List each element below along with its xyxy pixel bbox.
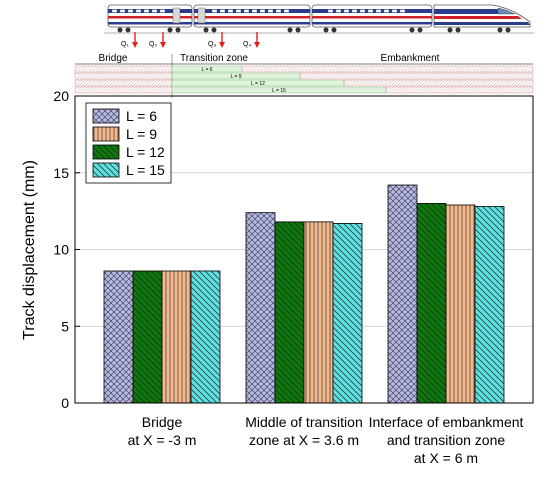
y-axis: 0 5 10 15 20 bbox=[53, 88, 80, 411]
train-illustration bbox=[104, 4, 534, 34]
bar-pattern bbox=[445, 204, 476, 404]
bar-pattern bbox=[387, 184, 418, 404]
load-arrow-3: Q₃ bbox=[208, 32, 225, 48]
length-label-6: L = 6 bbox=[201, 67, 212, 73]
bar bbox=[103, 270, 134, 404]
length-label-12: L = 12 bbox=[251, 81, 265, 87]
train-car-3 bbox=[311, 4, 433, 33]
bar bbox=[416, 203, 447, 404]
load-arrow-2: Q₂ bbox=[149, 32, 166, 48]
bar bbox=[245, 212, 276, 404]
bar bbox=[190, 270, 221, 404]
train-car-1 bbox=[107, 4, 193, 33]
y-tick-label: 20 bbox=[53, 88, 69, 104]
bar-pattern bbox=[332, 223, 363, 404]
length-strip-9: L = 9 bbox=[74, 72, 534, 80]
bar bbox=[474, 206, 505, 404]
chart: 0 5 10 15 20 Bridge at X = -3 m Middle of tran… bbox=[21, 88, 534, 466]
legend-label: L = 15 bbox=[126, 162, 165, 178]
x-tick-label: Interface of embankment bbox=[369, 414, 524, 430]
bar-pattern bbox=[474, 206, 505, 404]
bar bbox=[303, 221, 334, 404]
load-label-4: Q₄ bbox=[243, 41, 251, 48]
length-strip-6: L = 6 bbox=[74, 65, 534, 73]
bar-pattern bbox=[274, 221, 305, 404]
load-label-3: Q₃ bbox=[208, 41, 216, 48]
length-strip-15: L = 15 bbox=[74, 86, 534, 94]
length-label-15: L = 15 bbox=[272, 88, 286, 94]
x-tick-label: Middle of transition bbox=[245, 414, 363, 430]
legend-swatch bbox=[92, 144, 120, 160]
bar-pattern bbox=[190, 270, 221, 404]
legend-swatch bbox=[92, 126, 120, 142]
x-axis: Bridge at X = -3 m Middle of transition zon… bbox=[128, 414, 524, 466]
length-label-9: L = 9 bbox=[230, 74, 241, 80]
y-tick-label: 5 bbox=[61, 318, 69, 334]
length-strips: L = 6 L = 9 L = 12 L = 15 bbox=[74, 65, 534, 94]
x-tick-label: at X = 6 m bbox=[414, 450, 478, 466]
bar bbox=[445, 204, 476, 404]
load-arrow-4: Q₄ bbox=[243, 32, 260, 48]
bar bbox=[274, 221, 305, 404]
train-car-2 bbox=[193, 4, 311, 33]
length-strip-12: L = 12 bbox=[74, 79, 534, 87]
legend-swatch bbox=[92, 108, 120, 124]
legend-label: L = 9 bbox=[126, 126, 157, 142]
legend: L = 6 L = 9 L = 12 L = 15 bbox=[85, 102, 172, 184]
bar bbox=[132, 270, 163, 404]
bar bbox=[332, 223, 363, 404]
bar bbox=[161, 270, 192, 404]
load-arrows: Q₁ Q₂ Q₃ Q₄ bbox=[121, 32, 260, 48]
y-axis-label: Track displacement (mm) bbox=[21, 160, 38, 340]
x-tick-label: at X = -3 m bbox=[128, 432, 197, 448]
bar-pattern bbox=[132, 270, 163, 404]
zone-label-bridge: Bridge bbox=[99, 53, 128, 64]
x-tick-label: and transition zone bbox=[387, 432, 506, 448]
train-locomotive bbox=[433, 4, 531, 33]
load-label-2: Q₂ bbox=[149, 41, 157, 48]
bars bbox=[103, 184, 505, 404]
y-tick-label: 0 bbox=[61, 395, 69, 411]
x-tick-label: zone at X = 3.6 m bbox=[249, 432, 359, 448]
x-tick-label: Bridge bbox=[142, 414, 183, 430]
bar-pattern bbox=[103, 270, 134, 404]
legend-swatch bbox=[92, 162, 120, 178]
legend-label: L = 6 bbox=[126, 108, 157, 124]
bar-pattern bbox=[303, 221, 334, 404]
y-tick-label: 15 bbox=[53, 165, 69, 181]
load-arrow-1: Q₁ bbox=[121, 32, 138, 48]
zone-label-embankment: Embankment bbox=[381, 53, 440, 64]
zone-label-transition: Transition zone bbox=[180, 53, 248, 64]
bar-pattern bbox=[245, 212, 276, 404]
bar-pattern bbox=[161, 270, 192, 404]
load-label-1: Q₁ bbox=[121, 41, 129, 48]
bar-pattern bbox=[416, 203, 447, 404]
legend-label: L = 12 bbox=[126, 144, 165, 160]
bar bbox=[387, 184, 418, 404]
y-tick-label: 10 bbox=[53, 242, 69, 258]
